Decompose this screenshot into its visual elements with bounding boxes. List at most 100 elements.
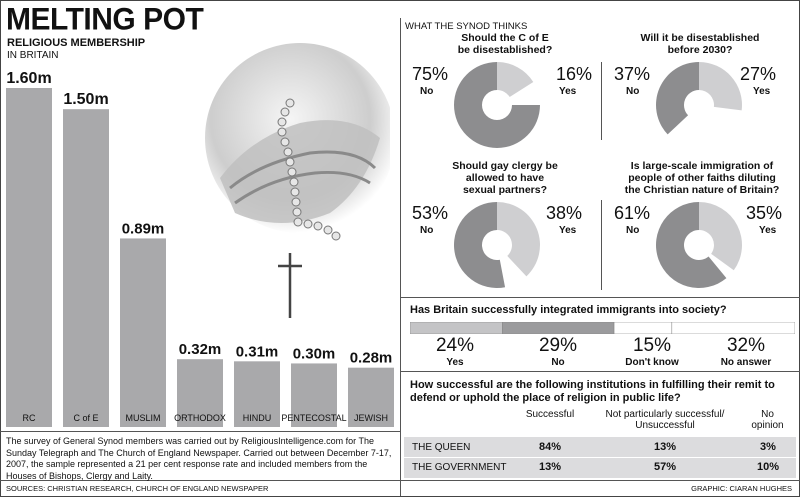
queen-unsuccessful: 13% bbox=[653, 441, 677, 453]
q3-line2: allowed to have bbox=[465, 172, 545, 184]
table-row bbox=[404, 437, 796, 457]
integ-segment-2 bbox=[613, 322, 673, 334]
donut-slice-yes bbox=[699, 62, 742, 111]
q3-line3: sexual partners? bbox=[462, 184, 548, 196]
bar-value-label: 0.89m bbox=[122, 220, 165, 237]
q4-donut-chart bbox=[656, 202, 742, 288]
integration-stacked-bar bbox=[410, 322, 795, 334]
q4-line1: Is large-scale immigration of bbox=[630, 160, 774, 172]
integ-no-label: No bbox=[551, 357, 565, 368]
q4-line3: the Christian nature of Britain? bbox=[624, 184, 780, 196]
q1-line2: be disestablished? bbox=[457, 44, 553, 56]
integ-dontknow-label: Don't know bbox=[625, 357, 679, 368]
q2-donut-chart bbox=[656, 62, 742, 135]
queen-no-opinion: 3% bbox=[760, 441, 776, 453]
q3-line1: Should gay clergy be bbox=[452, 160, 558, 172]
divider-footer-note bbox=[0, 431, 400, 432]
bar-value-label: 1.60m bbox=[6, 70, 51, 87]
col2-line2: Unsuccessful bbox=[635, 420, 695, 431]
col2-line1: Not particularly successful/ bbox=[605, 409, 725, 420]
synod-q2-question: Will it be disestablished before 2030? bbox=[620, 32, 780, 56]
bar-category-label: HINDU bbox=[243, 413, 272, 423]
bar-category-label: PENTECOSTAL bbox=[281, 413, 346, 423]
bar-muslim bbox=[120, 238, 166, 427]
synod-q3-question: Should gay clergy be allowed to have sex… bbox=[430, 160, 580, 196]
q2-yes-pct: 27% bbox=[740, 64, 777, 84]
government-unsuccessful: 57% bbox=[653, 461, 677, 473]
integ-no-pct: 29% bbox=[538, 335, 578, 356]
integration-question: Has Britain successfully integrated immi… bbox=[410, 304, 727, 316]
graphic-credit: GRAPHIC: CIARAN HUGHES bbox=[691, 484, 792, 493]
q2-yes-label: Yes bbox=[753, 86, 771, 97]
q4-line2: people of other faiths diluting bbox=[628, 172, 776, 184]
divider-synod-top-mid bbox=[601, 62, 602, 140]
q4-no-pct: 61% bbox=[614, 203, 651, 223]
sources-credit: SOURCES: CHRISTIAN RESEARCH, CHURCH OF E… bbox=[6, 484, 269, 493]
bar-c-of-e bbox=[63, 109, 109, 427]
donut-slice-no bbox=[453, 202, 506, 288]
q4-no-label: No bbox=[626, 225, 640, 236]
q4-yes-pct: 35% bbox=[746, 203, 783, 223]
queen-successful: 84% bbox=[538, 441, 562, 453]
divider-synod-bottom bbox=[400, 297, 800, 298]
bar-value-label: 0.32m bbox=[179, 341, 222, 358]
integ-yes-pct: 24% bbox=[435, 335, 475, 356]
bar-value-label: 0.31m bbox=[236, 343, 279, 360]
q3-yes-pct: 38% bbox=[546, 203, 583, 223]
q1-yes-pct: 16% bbox=[556, 64, 593, 84]
q3-donut-chart bbox=[453, 202, 540, 288]
integ-segment-3 bbox=[671, 322, 795, 334]
donut-slice-no bbox=[656, 202, 727, 288]
integ-segment-1 bbox=[502, 322, 615, 334]
page-subtitle-location: IN BRITAIN bbox=[7, 50, 59, 61]
page-title: MELTING POT bbox=[6, 2, 204, 37]
q1-no-label: No bbox=[420, 86, 434, 97]
survey-note: The survey of General Synod members was … bbox=[6, 436, 392, 481]
government-successful: 13% bbox=[538, 461, 562, 473]
q3-no-label: No bbox=[420, 225, 434, 236]
divider-sources bbox=[0, 480, 800, 481]
bar-rc bbox=[6, 88, 52, 427]
q3-no-pct: 53% bbox=[412, 203, 449, 223]
q1-no-pct: 75% bbox=[412, 64, 449, 84]
institutions-question: How successful are the following institu… bbox=[410, 379, 775, 404]
row-label-government: THE GOVERNMENT bbox=[412, 462, 507, 473]
divider-vertical bbox=[400, 18, 401, 496]
synod-q4-question: Is large-scale immigration of people of … bbox=[612, 160, 792, 196]
table-row bbox=[404, 458, 796, 478]
bar-category-label: C of E bbox=[73, 413, 98, 423]
donut-slice-yes bbox=[497, 202, 540, 277]
integ-segment-0 bbox=[410, 322, 503, 334]
q2-line1: Will it be disestablished bbox=[640, 32, 760, 44]
bar-hindu bbox=[234, 361, 280, 427]
bar-category-label: RC bbox=[23, 413, 36, 423]
praying-hands-rosary-image bbox=[205, 43, 390, 318]
donut-slice-yes bbox=[699, 202, 742, 271]
bar-value-label: 1.50m bbox=[63, 91, 108, 108]
q1-yes-label: Yes bbox=[559, 86, 577, 97]
bar-category-label: ORTHODOX bbox=[174, 413, 226, 423]
q2-no-pct: 37% bbox=[614, 64, 651, 84]
donut-slice-yes bbox=[497, 62, 534, 97]
col-header-unsuccessful: Not particularly successful/ Unsuccessfu… bbox=[590, 409, 740, 431]
q1-line1: Should the C of E bbox=[461, 32, 549, 44]
row-label-queen: THE QUEEN bbox=[412, 442, 471, 453]
divider-synod-bottom-mid bbox=[601, 200, 602, 290]
q4-yes-label: Yes bbox=[759, 225, 777, 236]
page-subtitle: RELIGIOUS MEMBERSHIP bbox=[7, 37, 146, 49]
synod-heading: WHAT THE SYNOD THINKS bbox=[405, 21, 528, 32]
divider-integration-bottom bbox=[400, 371, 800, 372]
bar-pentecostal bbox=[291, 363, 337, 427]
integ-noanswer-pct: 32% bbox=[726, 335, 766, 356]
rosary-beads bbox=[277, 98, 341, 241]
q3-yes-label: Yes bbox=[559, 225, 577, 236]
government-no-opinion: 10% bbox=[756, 461, 780, 473]
col-header-no-opinion: No opinion bbox=[745, 409, 790, 431]
bar-value-label: 0.28m bbox=[350, 350, 393, 367]
col3-line2: opinion bbox=[751, 420, 784, 431]
q2-line2: before 2030? bbox=[667, 44, 733, 56]
donut-slice-no bbox=[454, 62, 540, 148]
bar-category-label: JEWISH bbox=[354, 413, 388, 423]
bar-category-label: MUSLIM bbox=[125, 413, 160, 423]
bar-orthodox bbox=[177, 359, 223, 427]
